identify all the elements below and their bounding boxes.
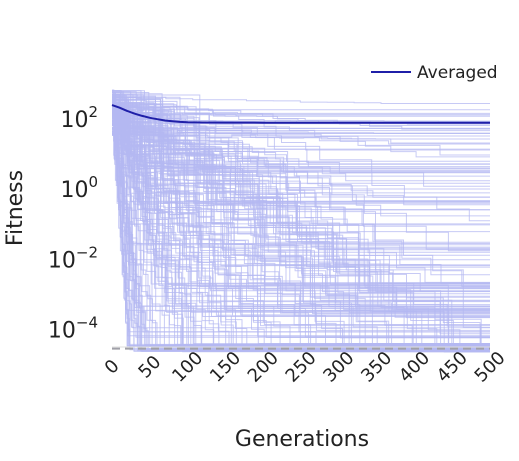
run-line	[112, 106, 490, 301]
x-axis-label: Generations	[235, 427, 369, 452]
run-line	[112, 94, 490, 226]
run-line	[112, 129, 490, 145]
run-line	[112, 104, 490, 353]
run-line	[112, 134, 490, 349]
run-line	[112, 112, 490, 116]
run-line	[112, 115, 490, 308]
x-tick-label: 50	[134, 352, 165, 383]
x-tick-label: 350	[357, 348, 396, 387]
run-line	[112, 107, 490, 338]
run-line	[112, 127, 490, 165]
run-line	[112, 110, 490, 310]
run-line	[112, 114, 490, 302]
run-line	[112, 133, 490, 352]
legend-label: Averaged	[417, 63, 498, 83]
run-line	[112, 129, 490, 325]
x-tick-label: 450	[433, 348, 472, 387]
run-line	[112, 127, 490, 144]
run-line	[112, 107, 490, 316]
x-tick-label: 400	[395, 348, 434, 387]
run-line	[112, 104, 490, 184]
individual-runs	[112, 89, 490, 353]
run-line	[112, 115, 490, 156]
legend: Averaged	[371, 63, 498, 83]
x-tick-label: 500	[471, 348, 510, 387]
averaged-line	[111, 104, 490, 124]
run-line	[112, 91, 490, 114]
y-tick-label: 10−2	[48, 243, 98, 273]
x-tick-label: 250	[282, 348, 321, 387]
run-line	[112, 96, 490, 217]
y-tick-label: 10−4	[48, 313, 98, 343]
x-tick-label: 0	[101, 356, 124, 379]
run-line	[112, 97, 490, 344]
run-line	[112, 103, 490, 289]
run-line	[112, 131, 490, 346]
run-line	[112, 102, 490, 130]
run-line	[112, 92, 490, 319]
run-line	[112, 127, 490, 248]
y-tick-label: 100	[60, 173, 98, 203]
run-line	[112, 131, 490, 253]
x-tick-label: 200	[244, 348, 283, 387]
run-line	[112, 109, 490, 351]
x-tick-label: 300	[319, 348, 358, 387]
run-line	[112, 133, 490, 285]
run-line	[112, 90, 490, 222]
run-line	[112, 108, 490, 349]
x-tick-label: 150	[206, 348, 245, 387]
run-line	[112, 121, 490, 190]
run-line	[112, 113, 490, 251]
run-line	[112, 102, 490, 347]
y-axis-label: Fitness	[3, 170, 28, 246]
y-tick-label: 102	[60, 103, 98, 133]
x-tick-label: 100	[168, 348, 207, 387]
y-axis-ticks: 10−4 10−2 100 102	[48, 103, 98, 343]
run-line	[112, 96, 490, 104]
run-line	[112, 133, 490, 170]
run-line	[112, 94, 490, 173]
run-line	[112, 96, 490, 350]
